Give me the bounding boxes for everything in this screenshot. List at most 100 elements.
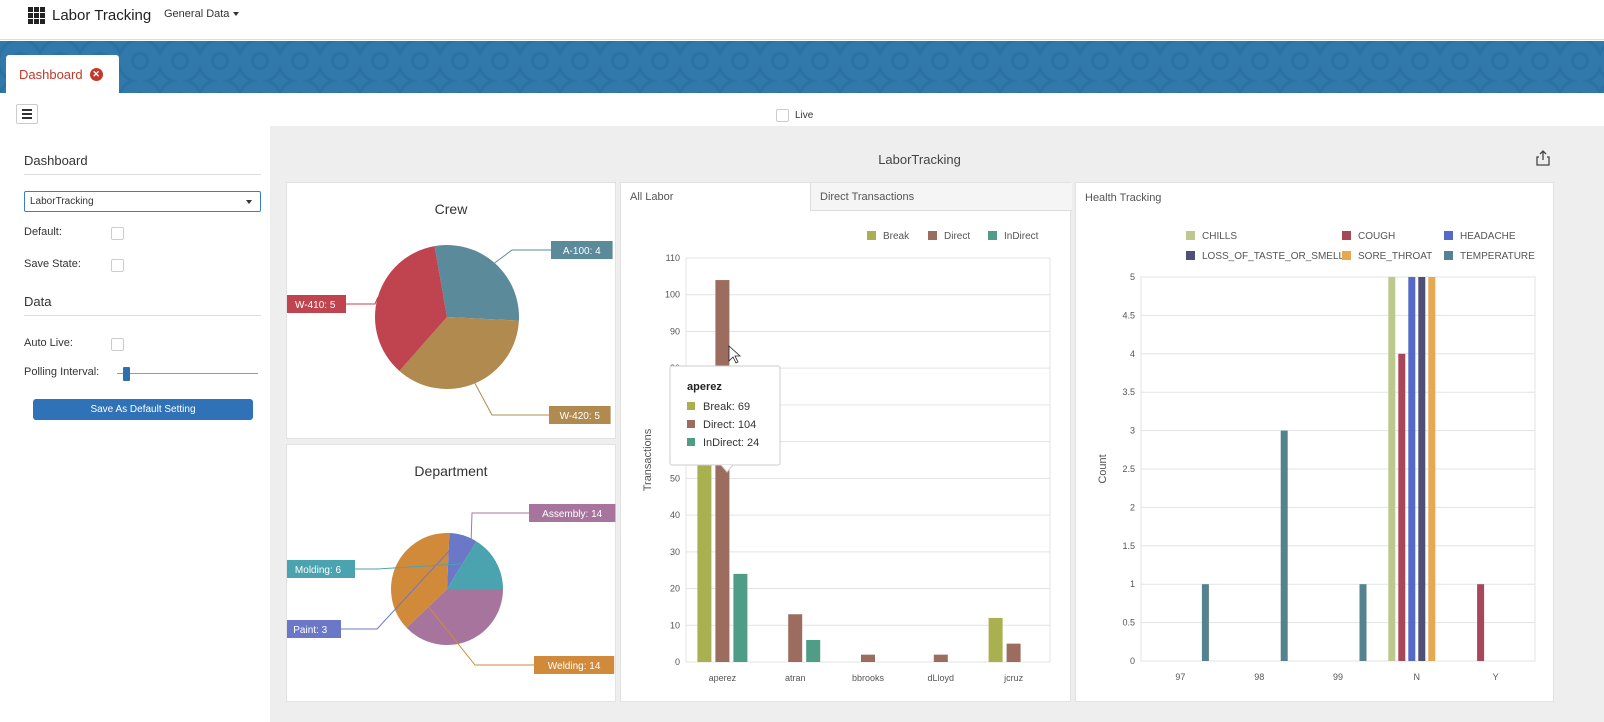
data-header: Data [24,294,52,309]
pie-label: Assembly: 14 [542,509,602,520]
pie-leader-line [355,561,496,570]
tab-all-labor[interactable]: All Labor [621,183,810,211]
live-toggle[interactable]: Live [776,109,813,122]
tooltip-swatch [687,438,695,446]
x-tick-label: aperez [709,673,737,683]
chevron-down-icon [246,200,252,204]
pie-leader-line [494,249,551,264]
bar [788,614,803,662]
sidebar: Dashboard LaborTracking Default: Save St… [0,126,270,722]
tab-direct-transactions[interactable]: Direct Transactions [810,183,1072,211]
y-tick-label: 3 [1130,426,1135,436]
crew-panel: Crew A-100: 4 W-420: 5 W-410: 5 [286,182,616,439]
y-tick-label: 30 [670,547,680,557]
x-tick-label: jcruz [1003,673,1024,683]
tooltip-line: Direct: 104 [703,419,756,431]
y-tick-label: 4 [1130,349,1135,359]
legend-swatch [1444,231,1453,240]
pie-label-box [534,656,615,674]
dashboard-select[interactable]: LaborTracking [24,191,261,212]
y-tick-label: 3.5 [1122,387,1135,397]
default-checkbox[interactable] [111,227,124,240]
health-bar-chart: CHILLS COUGH HEADACHE LOSS_OF_TASTE_OR_SMEL… [1097,231,1536,682]
app-title: Labor Tracking [52,7,152,24]
pie-slice [406,589,503,645]
close-icon[interactable]: ✕ [89,67,103,81]
header-banner [0,41,1604,93]
bar [1428,277,1436,661]
health-panel: Health Tracking CHILLS COUGH HEADACHE LOSS_… [1075,182,1554,702]
y-tick-label: 20 [670,584,680,594]
pie-leader-line [395,565,534,666]
pie-slice [447,541,503,589]
x-tick-label: atran [785,673,806,683]
tab-dashboard[interactable]: Dashboard ✕ [6,55,119,93]
legend-label: SORE_THROAT [1358,251,1432,262]
y-tick-label: 90 [670,326,680,336]
save-default-button[interactable]: Save As Default Setting [33,399,253,420]
legend-label: LOSS_OF_TASTE_OR_SMELL [1202,251,1345,262]
save-state-checkbox[interactable] [111,259,124,272]
bar [1359,584,1367,661]
bar [733,573,748,662]
general-data-menu[interactable]: General Data [164,8,240,20]
pie-label-box [287,560,355,578]
pie-slice [434,245,519,321]
y-axis-label: Count [1097,454,1109,483]
tooltip-line: InDirect: 24 [703,437,759,449]
hamburger-menu-button[interactable] [16,104,38,124]
plot-frame [1140,276,1536,662]
pie-label: W-420: 5 [560,411,601,422]
share-icon[interactable] [1536,150,1550,166]
legend-label: Direct [944,231,970,242]
polling-interval-slider[interactable] [123,367,130,381]
crew-pie-chart: A-100: 4 W-420: 5 W-410: 5 [287,241,613,424]
y-tick-label: 1 [1130,579,1135,589]
x-tick-label: 99 [1333,672,1343,682]
y-tick-label: 4.5 [1122,310,1135,320]
live-checkbox[interactable] [776,109,789,122]
legend-label: COUGH [1358,231,1395,242]
tooltip-arrow [720,464,734,473]
top-navbar: Labor Tracking General Data [0,0,1604,40]
legend-label: HEADACHE [1460,231,1516,242]
pie-label-box [529,504,616,522]
dashboard-header: Dashboard [24,153,88,168]
legend-swatch [867,231,876,240]
save-state-label: Save State: [24,258,81,270]
bar [697,408,712,662]
tooltip-line: Break: 69 [703,401,750,413]
live-label: Live [795,110,814,121]
tooltip-swatch [687,402,695,410]
x-tick-label: 97 [1175,672,1185,682]
pie-leader-line [346,297,379,305]
pie-slice [447,533,477,589]
labor-tabs: All Labor Direct Transactions [621,183,1072,211]
chevron-down-icon [233,12,240,17]
pie-label: W-410: 5 [295,300,336,311]
auto-live-checkbox[interactable] [111,338,124,351]
bar [988,617,1003,662]
crew-title: Crew [434,201,468,217]
y-tick-label: 40 [670,510,680,520]
bar [1398,353,1406,661]
x-tick-label: 98 [1254,672,1264,682]
polling-interval-track[interactable] [117,373,258,374]
legend-label: TEMPERATURE [1460,251,1535,262]
divider [24,174,261,175]
bar [861,654,875,662]
pie-slice [399,317,519,389]
pie-label: A-100: 4 [563,246,601,257]
legend-label: InDirect [1004,231,1039,242]
x-tick-label: bbrooks [852,673,885,683]
app-brand[interactable]: Labor Tracking [28,7,151,24]
bar [806,639,821,662]
tooltip-title: aperez [687,381,722,393]
y-tick-label: 0 [1130,656,1135,666]
pie-label-box [549,406,611,424]
x-tick-label: N [1414,672,1421,682]
y-tick-label: 2.5 [1122,464,1135,474]
bar [1477,584,1485,661]
legend-swatch [1444,251,1453,260]
y-tick-label: 0 [675,657,680,667]
